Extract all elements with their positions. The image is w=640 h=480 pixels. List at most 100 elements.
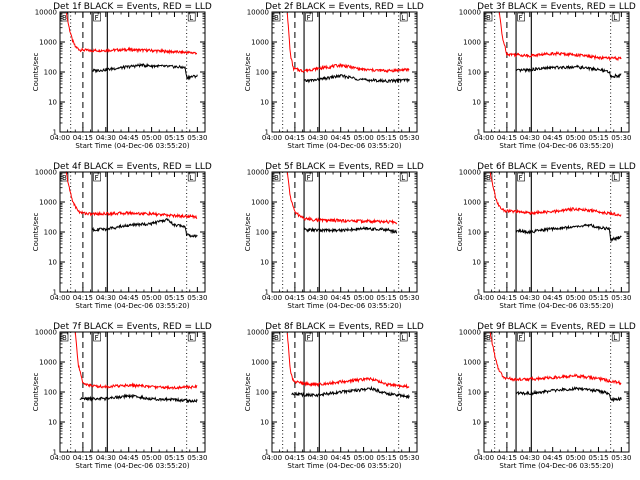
y-tick-label: 10000 xyxy=(35,169,57,177)
x-tick-label: 05:15 xyxy=(376,294,396,302)
x-axis-label: Start Time (04-Dec-06 03:55:20) xyxy=(75,142,189,150)
x-tick-label: 05:15 xyxy=(376,134,396,142)
y-tick-label: 1 xyxy=(477,449,481,457)
flag-box xyxy=(517,12,525,22)
x-tick-label: 04:00 xyxy=(262,294,282,302)
x-tick-label: 05:30 xyxy=(187,134,207,142)
chart-panel-7: Det 7f BLACK = Events, RED = LLD 1 10 100 10… xyxy=(32,322,212,470)
flag-label-B: B xyxy=(486,334,491,342)
events-series-line xyxy=(291,385,410,400)
x-tick-label: 04:00 xyxy=(474,134,494,142)
chart-title: Det 3f BLACK = Events, RED = LLD xyxy=(477,2,636,12)
x-tick-label: 04:00 xyxy=(50,294,70,302)
flag-box xyxy=(60,332,69,342)
chart-title: Det 4f BLACK = Events, RED = LLD xyxy=(53,162,212,172)
x-tick-label: 04:15 xyxy=(73,134,93,142)
x-tick-label: 04:15 xyxy=(285,454,305,462)
chart-panel-3: Det 3f BLACK = Events, RED = LLD 1 10 100 10… xyxy=(456,2,636,150)
x-axis-label: Start Time (04-Dec-06 03:55:20) xyxy=(75,462,189,470)
y-tick-label: 100 xyxy=(256,69,269,77)
x-tick-label: 05:15 xyxy=(588,294,608,302)
x-tick-label: 04:15 xyxy=(285,294,305,302)
chart-panel-1: Det 1f BLACK = Events, RED = LLD 1 10 100 10… xyxy=(32,2,212,150)
flag-label-B: B xyxy=(274,174,279,182)
lld-series-line xyxy=(286,13,410,74)
x-tick-label: 04:45 xyxy=(331,134,351,142)
plot-frame xyxy=(59,331,206,453)
y-tick-label: 10 xyxy=(260,259,269,267)
y-tick-label: 10 xyxy=(260,99,269,107)
y-axis-label: Counts/sec xyxy=(456,373,464,412)
y-tick-label: 100 xyxy=(256,389,269,397)
x-tick-label: 05:15 xyxy=(588,454,608,462)
lld-series-line xyxy=(489,171,622,217)
flag-label-B: B xyxy=(274,14,279,22)
flag-box xyxy=(187,172,196,182)
y-tick-label: 1 xyxy=(265,289,269,297)
x-tick-label: 04:30 xyxy=(308,134,328,142)
x-tick-label: 04:45 xyxy=(331,294,351,302)
x-tick-label: 05:30 xyxy=(611,294,631,302)
flag-label-L: L xyxy=(401,334,405,342)
x-tick-label: 05:15 xyxy=(164,454,184,462)
chart-panel-5: Det 5f BLACK = Events, RED = LLD 1 10 100 10… xyxy=(244,162,424,310)
flag-label-L: L xyxy=(189,334,193,342)
flag-label-F: F xyxy=(519,174,523,182)
flag-label-L: L xyxy=(613,334,617,342)
y-tick-label: 1 xyxy=(477,129,481,137)
x-axis-label: Start Time (04-Dec-06 03:55:20) xyxy=(499,142,613,150)
events-series-line xyxy=(515,64,622,79)
flag-box xyxy=(484,332,493,342)
x-tick-label: 05:30 xyxy=(399,294,419,302)
y-tick-label: 1 xyxy=(53,289,57,297)
events-series-line xyxy=(515,223,622,243)
x-tick-label: 05:00 xyxy=(141,454,161,462)
x-tick-label: 04:15 xyxy=(73,454,93,462)
flag-box xyxy=(517,172,525,182)
y-axis-label: Counts/sec xyxy=(244,213,252,252)
flag-label-F: F xyxy=(95,174,99,182)
x-tick-label: 05:30 xyxy=(611,454,631,462)
y-tick-label: 1000 xyxy=(251,359,269,367)
chart-panel-6: Det 6f BLACK = Events, RED = LLD 1 10 100 10… xyxy=(456,162,636,310)
x-tick-label: 04:00 xyxy=(50,454,70,462)
x-tick-label: 04:00 xyxy=(262,134,282,142)
y-tick-label: 10000 xyxy=(247,169,269,177)
x-tick-label: 05:15 xyxy=(164,294,184,302)
y-tick-label: 1 xyxy=(53,449,57,457)
y-tick-label: 100 xyxy=(44,69,57,77)
chart-panel-4: Det 4f BLACK = Events, RED = LLD 1 10 100 10… xyxy=(32,162,212,310)
y-tick-label: 10000 xyxy=(247,329,269,337)
flag-label-L: L xyxy=(613,14,617,22)
flag-label-L: L xyxy=(401,174,405,182)
x-axis-label: Start Time (04-Dec-06 03:55:20) xyxy=(287,302,401,310)
x-tick-label: 04:45 xyxy=(119,294,139,302)
y-tick-label: 10 xyxy=(260,419,269,427)
x-tick-label: 04:45 xyxy=(543,454,563,462)
y-tick-label: 100 xyxy=(468,69,481,77)
flag-label-F: F xyxy=(307,174,311,182)
y-tick-label: 10000 xyxy=(35,9,57,17)
x-tick-label: 04:45 xyxy=(543,294,563,302)
plot-frame xyxy=(483,331,630,453)
flag-box xyxy=(93,332,101,342)
y-tick-label: 100 xyxy=(468,389,481,397)
plot-frame xyxy=(59,171,206,293)
chart-title: Det 6f BLACK = Events, RED = LLD xyxy=(477,162,636,172)
events-series-line xyxy=(303,73,410,84)
flag-box xyxy=(399,332,408,342)
flag-box xyxy=(305,12,313,22)
y-tick-label: 1000 xyxy=(251,199,269,207)
flag-label-F: F xyxy=(519,14,523,22)
x-tick-label: 05:00 xyxy=(353,134,373,142)
flag-box xyxy=(611,12,620,22)
flag-label-F: F xyxy=(95,14,99,22)
lld-series-line xyxy=(498,11,622,62)
x-tick-label: 04:45 xyxy=(331,454,351,462)
y-tick-label: 1000 xyxy=(463,199,481,207)
y-tick-label: 10000 xyxy=(247,9,269,17)
flag-label-B: B xyxy=(62,174,67,182)
x-tick-label: 04:45 xyxy=(119,134,139,142)
x-tick-label: 05:00 xyxy=(141,134,161,142)
flag-label-B: B xyxy=(62,334,67,342)
